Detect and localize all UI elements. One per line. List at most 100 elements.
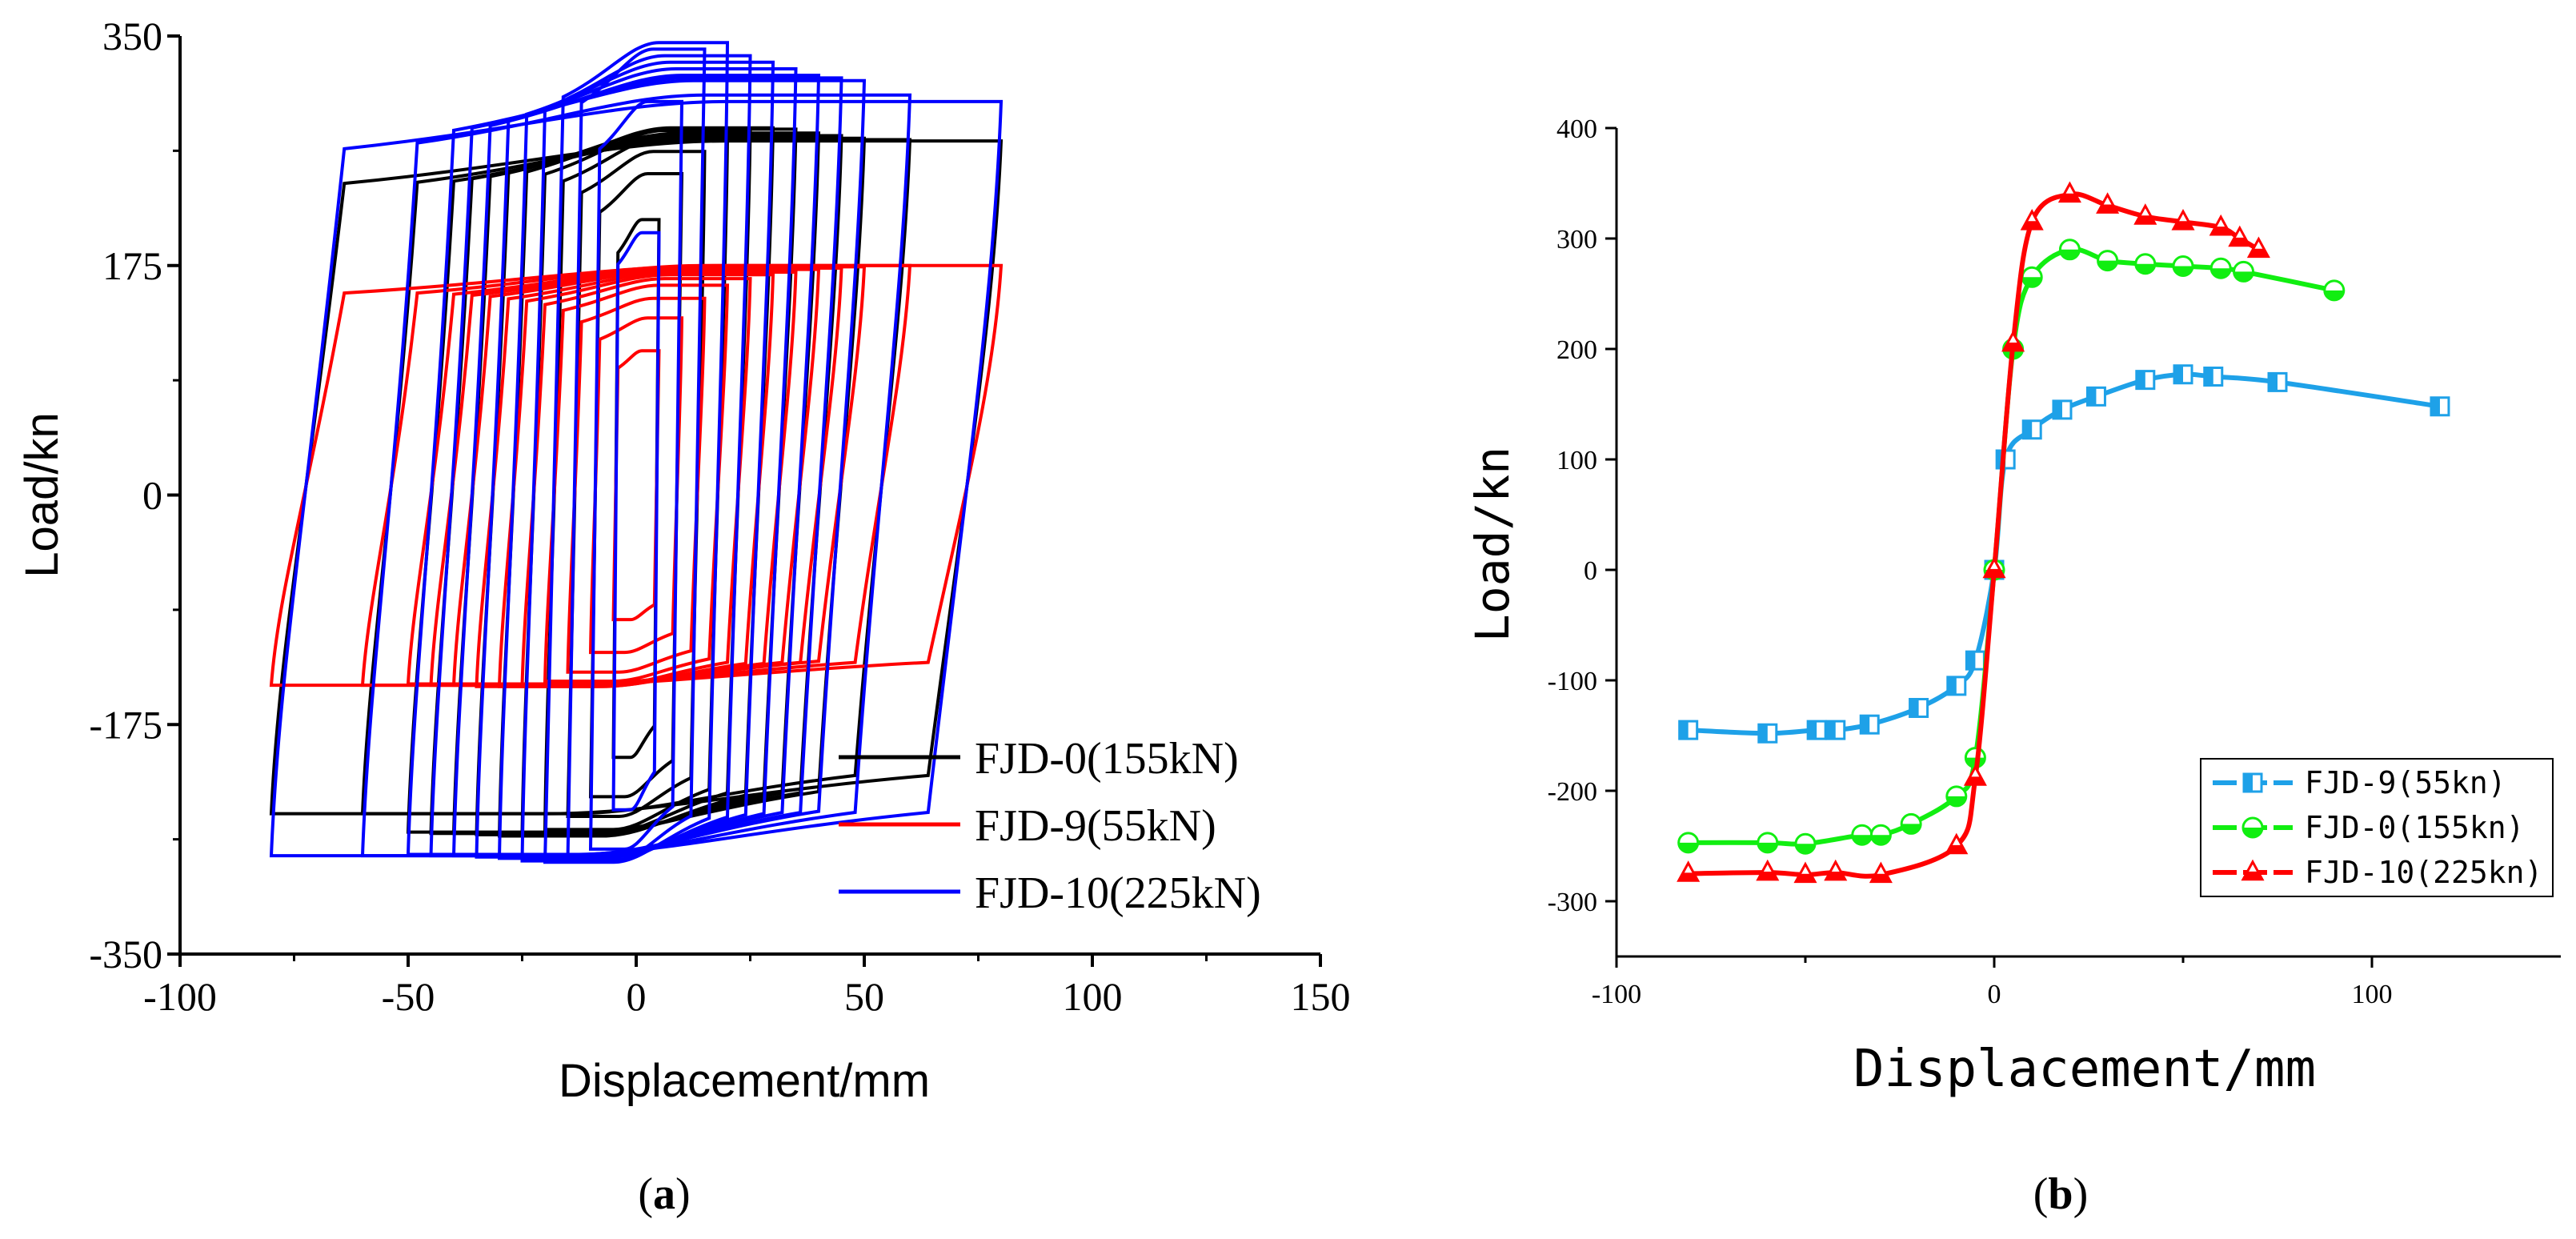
- x-tick-label: -100: [143, 974, 217, 1019]
- chart-panel-a: -100 -50 0 50 100 150 -350 -175 0 175 350 Displacem…: [16, 14, 1351, 1107]
- data-point-fill: [1796, 873, 1815, 882]
- caption-a-label: a: [653, 1169, 675, 1219]
- x-tick-label: -50: [382, 974, 435, 1019]
- x-tick-label: 0: [1988, 980, 2001, 1009]
- data-point-fill: [2233, 271, 2253, 282]
- data-point-fill: [2135, 215, 2155, 224]
- series-fjd-10-225kn: [269, 41, 1004, 864]
- hysteresis-loop: [360, 138, 912, 816]
- svg-text:(b): (b): [2033, 1169, 2088, 1219]
- series-fjd-10-225kn: [1677, 181, 2270, 884]
- hysteresis-loop: [406, 265, 867, 686]
- series-fjd-0-155kn: [269, 126, 1004, 838]
- hysteresis-loop: [611, 231, 661, 812]
- legend-label-fjd-10-225kn: FJD-10(225kN): [975, 868, 1261, 918]
- data-point-fill: [1825, 872, 1845, 880]
- y-tick-label: 175: [102, 243, 162, 288]
- data-point-fill: [2060, 249, 2080, 259]
- hysteresis-loop: [588, 99, 684, 851]
- data-point-fill: [1808, 721, 1817, 740]
- data-point-fill: [2269, 373, 2278, 391]
- y-tick-label: 300: [1556, 225, 1597, 255]
- data-point-fill: [1871, 835, 1891, 845]
- legend: FJD-9(55kn) FJD-0(155kn) FJD-10(225kn): [2200, 758, 2554, 897]
- data-point-fill: [1796, 844, 1815, 854]
- x-tick-label: 100: [2352, 980, 2393, 1009]
- data-point-fill: [1985, 568, 2004, 577]
- y-tick-label: -200: [1548, 777, 1597, 807]
- data-point-fill: [1871, 873, 1891, 882]
- data-point-fill: [2087, 387, 2097, 406]
- data-point-fill: [1678, 872, 1698, 881]
- data-point-fill: [2173, 221, 2193, 230]
- y-tick-label: 400: [1556, 114, 1597, 144]
- data-point-fill: [2173, 266, 2193, 276]
- data-point-fill: [2060, 193, 2080, 202]
- hysteresis-loop: [360, 93, 912, 858]
- hysteresis-curves: [269, 41, 1004, 864]
- data-point-fill: [2022, 277, 2042, 287]
- data-point-fill: [2430, 397, 2440, 415]
- legend-label-fjd-10-225kn: FJD-10(225kn): [2305, 855, 2542, 890]
- hysteresis-loop: [269, 99, 1004, 858]
- x-tick-label: -100: [1592, 980, 1641, 1009]
- y-tick-label: 200: [1556, 335, 1597, 365]
- data-point-fill: [1757, 872, 1777, 880]
- data-point-fill: [1946, 844, 1966, 853]
- series-fjd-9-55kn: [269, 263, 1004, 688]
- y-tick-label: -300: [1548, 888, 1597, 917]
- y-axis-title: Load/kn: [16, 412, 68, 577]
- hysteresis-loop: [588, 316, 684, 655]
- data-point-fill: [1909, 699, 1919, 717]
- legend-label-fjd-9-55kn: FJD-9(55kn): [2305, 765, 2506, 800]
- hysteresis-loop: [406, 136, 867, 834]
- hysteresis-loop: [429, 76, 843, 858]
- series-fjd-9-55kn: [1678, 364, 2450, 744]
- series-line-fjd-9-55kn: [1688, 371, 2441, 736]
- data-point-fill: [1946, 796, 1966, 806]
- legend: FJD-0(155kN) FJD-9(55kN) FJD-10(225kN): [839, 734, 1261, 918]
- y-axis-title: Load/kn: [1465, 447, 1520, 642]
- data-point-fill: [2136, 371, 2145, 389]
- data-point-fill: [1678, 842, 1698, 852]
- legend-marker-fjd-10-225kn-fill: [2243, 871, 2262, 880]
- data-point-fill: [2204, 367, 2213, 386]
- data-point-fill: [1826, 721, 1836, 740]
- hysteresis-loop: [497, 273, 775, 688]
- data-point-fill: [1679, 721, 1689, 740]
- data-point-fill: [2097, 204, 2117, 213]
- hysteresis-loop: [520, 54, 752, 863]
- data-point-fill: [2053, 400, 2062, 419]
- data-point-fill: [2135, 263, 2155, 274]
- x-axis-title: Displacement/mm: [1853, 1040, 2316, 1099]
- x-tick-label: 50: [844, 974, 884, 1019]
- legend-label-fjd-0-155kn: FJD-0(155kN): [975, 734, 1239, 784]
- hysteresis-loop: [269, 139, 1004, 816]
- y-tick-label: 0: [1584, 556, 1597, 586]
- data-point-fill: [1947, 676, 1957, 695]
- figure-captions: (a) (b): [638, 1169, 2088, 1219]
- y-tick-label: 0: [142, 473, 162, 518]
- y-tick-label: -175: [89, 702, 162, 747]
- x-tick-label: 0: [627, 974, 647, 1019]
- legend-label-fjd-9-55kn: FJD-9(55kN): [975, 801, 1216, 851]
- y-tick-label: 350: [102, 14, 162, 58]
- hysteresis-loop: [566, 47, 707, 862]
- hysteresis-loop: [451, 74, 821, 858]
- hysteresis-loop: [497, 60, 775, 860]
- data-point-fill: [2022, 221, 2042, 230]
- data-point-fill: [2003, 343, 2023, 351]
- hysteresis-loop: [475, 66, 798, 859]
- hysteresis-loop: [269, 263, 1004, 688]
- data-point-fill: [1901, 824, 1921, 834]
- data-point-fill: [2174, 365, 2183, 383]
- data-point-fill: [1757, 842, 1777, 852]
- hysteresis-loop: [611, 349, 661, 622]
- legend-label-fjd-0-155kn: FJD-0(155kn): [2305, 810, 2525, 845]
- x-tick-label: 150: [1291, 974, 1351, 1019]
- data-point-fill: [2211, 268, 2231, 279]
- data-point-fill: [1965, 776, 1985, 785]
- svg-text:(a): (a): [638, 1169, 690, 1219]
- y-tick-label: 100: [1556, 446, 1597, 475]
